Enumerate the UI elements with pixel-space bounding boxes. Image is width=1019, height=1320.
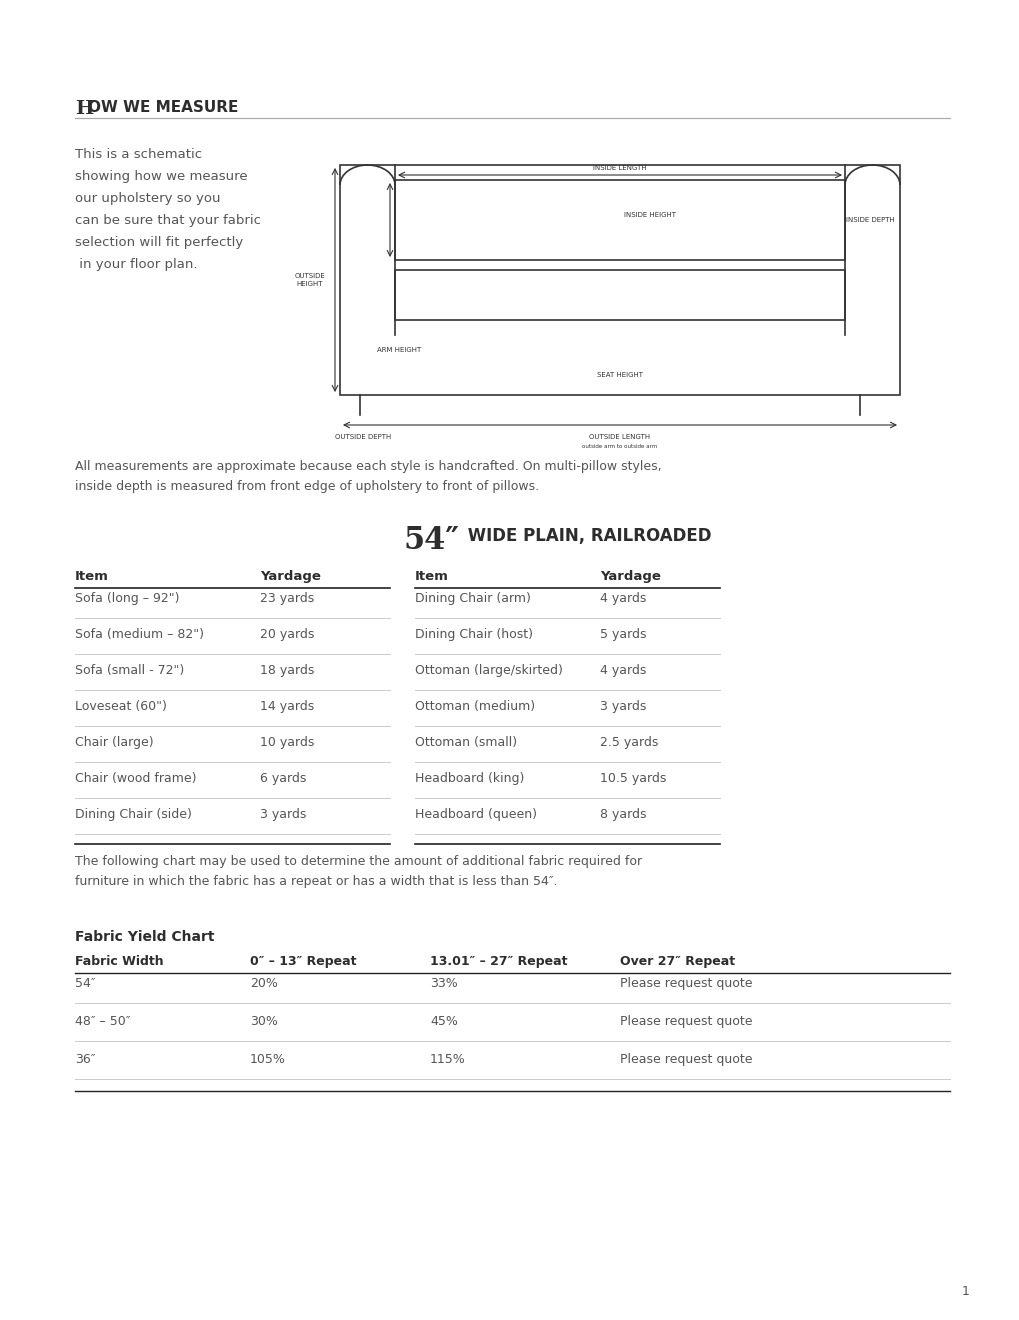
Text: 20 yards: 20 yards xyxy=(260,628,314,642)
Text: Loveseat (60"): Loveseat (60") xyxy=(75,700,167,713)
Text: INSIDE HEIGHT: INSIDE HEIGHT xyxy=(624,213,676,218)
Text: Please request quote: Please request quote xyxy=(620,1015,752,1028)
Text: Sofa (long – 92"): Sofa (long – 92") xyxy=(75,591,179,605)
Text: WIDE PLAIN, RAILROADED: WIDE PLAIN, RAILROADED xyxy=(462,527,711,545)
Text: 5 yards: 5 yards xyxy=(599,628,646,642)
Text: Item: Item xyxy=(415,570,448,583)
Text: 4 yards: 4 yards xyxy=(599,591,646,605)
Text: INSIDE DEPTH: INSIDE DEPTH xyxy=(846,216,894,223)
Text: in your floor plan.: in your floor plan. xyxy=(75,257,198,271)
Text: 13.01″ – 27″ Repeat: 13.01″ – 27″ Repeat xyxy=(430,954,567,968)
Text: our upholstery so you: our upholstery so you xyxy=(75,191,220,205)
Text: can be sure that your fabric: can be sure that your fabric xyxy=(75,214,261,227)
Text: 1: 1 xyxy=(961,1284,969,1298)
Text: All measurements are approximate because each style is handcrafted. On multi-pil: All measurements are approximate because… xyxy=(75,459,661,473)
Text: Ottoman (medium): Ottoman (medium) xyxy=(415,700,535,713)
Text: Headboard (king): Headboard (king) xyxy=(415,772,524,785)
Text: Chair (large): Chair (large) xyxy=(75,737,154,748)
Text: 54″: 54″ xyxy=(75,977,96,990)
Text: 54″: 54″ xyxy=(404,525,460,556)
Text: 6 yards: 6 yards xyxy=(260,772,306,785)
Text: The following chart may be used to determine the amount of additional fabric req: The following chart may be used to deter… xyxy=(75,855,642,869)
Text: OW WE MEASURE: OW WE MEASURE xyxy=(88,100,238,115)
Text: 20%: 20% xyxy=(250,977,277,990)
Text: 105%: 105% xyxy=(250,1053,285,1067)
Text: 23 yards: 23 yards xyxy=(260,591,314,605)
Text: furniture in which the fabric has a repeat or has a width that is less than 54″.: furniture in which the fabric has a repe… xyxy=(75,875,557,888)
Text: inside depth is measured from front edge of upholstery to front of pillows.: inside depth is measured from front edge… xyxy=(75,480,539,492)
Text: 3 yards: 3 yards xyxy=(599,700,646,713)
Text: 2.5 yards: 2.5 yards xyxy=(599,737,657,748)
Text: Fabric Width: Fabric Width xyxy=(75,954,163,968)
Text: Over 27″ Repeat: Over 27″ Repeat xyxy=(620,954,735,968)
Text: Sofa (medium – 82"): Sofa (medium – 82") xyxy=(75,628,204,642)
Text: showing how we measure: showing how we measure xyxy=(75,170,248,183)
Text: Sofa (small - 72"): Sofa (small - 72") xyxy=(75,664,184,677)
Text: Ottoman (small): Ottoman (small) xyxy=(415,737,517,748)
Text: 10 yards: 10 yards xyxy=(260,737,314,748)
Text: 18 yards: 18 yards xyxy=(260,664,314,677)
Text: 14 yards: 14 yards xyxy=(260,700,314,713)
Text: Yardage: Yardage xyxy=(260,570,321,583)
Text: 3 yards: 3 yards xyxy=(260,808,306,821)
Text: ARM HEIGHT: ARM HEIGHT xyxy=(377,347,421,352)
Text: selection will fit perfectly: selection will fit perfectly xyxy=(75,236,243,249)
Text: Chair (wood frame): Chair (wood frame) xyxy=(75,772,197,785)
Text: Dining Chair (host): Dining Chair (host) xyxy=(415,628,533,642)
Text: Ottoman (large/skirted): Ottoman (large/skirted) xyxy=(415,664,562,677)
Text: Headboard (queen): Headboard (queen) xyxy=(415,808,536,821)
Text: 4 yards: 4 yards xyxy=(599,664,646,677)
Text: SEAT HEIGHT: SEAT HEIGHT xyxy=(596,372,642,378)
Text: 0″ – 13″ Repeat: 0″ – 13″ Repeat xyxy=(250,954,357,968)
Text: INSIDE LENGTH: INSIDE LENGTH xyxy=(593,165,646,172)
Text: Item: Item xyxy=(75,570,109,583)
Text: Fabric Yield Chart: Fabric Yield Chart xyxy=(75,931,214,944)
Text: H: H xyxy=(75,100,94,117)
Text: 48″ – 50″: 48″ – 50″ xyxy=(75,1015,130,1028)
Text: OUTSIDE
HEIGHT: OUTSIDE HEIGHT xyxy=(294,273,325,286)
Text: Yardage: Yardage xyxy=(599,570,660,583)
Text: Please request quote: Please request quote xyxy=(620,977,752,990)
Text: Please request quote: Please request quote xyxy=(620,1053,752,1067)
Text: 8 yards: 8 yards xyxy=(599,808,646,821)
Text: Dining Chair (side): Dining Chair (side) xyxy=(75,808,192,821)
Text: 10.5 yards: 10.5 yards xyxy=(599,772,665,785)
Text: This is a schematic: This is a schematic xyxy=(75,148,202,161)
Text: 30%: 30% xyxy=(250,1015,277,1028)
Text: outside arm to outside arm: outside arm to outside arm xyxy=(582,445,657,450)
Text: 33%: 33% xyxy=(430,977,458,990)
Text: Dining Chair (arm): Dining Chair (arm) xyxy=(415,591,530,605)
Text: OUTSIDE LENGTH: OUTSIDE LENGTH xyxy=(589,434,650,440)
Text: OUTSIDE DEPTH: OUTSIDE DEPTH xyxy=(334,434,391,440)
Text: 115%: 115% xyxy=(430,1053,466,1067)
Text: 45%: 45% xyxy=(430,1015,458,1028)
Text: 36″: 36″ xyxy=(75,1053,96,1067)
